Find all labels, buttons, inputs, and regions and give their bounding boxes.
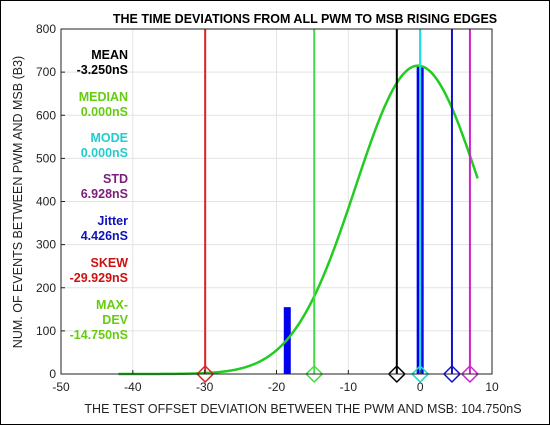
stat-value: -3.250nS: [76, 63, 128, 77]
stat-label: MEDIAN: [78, 90, 128, 104]
stat-std: STD 6.928nS: [56, 172, 128, 202]
x-tick-label: 10: [485, 380, 499, 394]
stat-value: 0.000nS: [80, 105, 128, 119]
x-tick-label: 0: [417, 380, 424, 394]
chart-title: THE TIME DEVIATIONS FROM ALL PWM TO MSB …: [113, 12, 497, 26]
stat-label: MODE: [90, 131, 129, 145]
stat-label: STD: [103, 172, 128, 186]
x-axis-label: THE TEST OFFSET DEVIATION BETWEEN THE PW…: [84, 402, 521, 416]
y-tick-label: 100: [36, 324, 56, 338]
stat-value: 0.000nS: [80, 146, 128, 160]
x-tick-label: -30: [196, 380, 214, 394]
bar-group: [283, 65, 424, 374]
stat-label: SKEW: [90, 256, 129, 270]
y-tick-label: 0: [49, 367, 56, 381]
y-tick-label: 600: [36, 108, 56, 122]
y-tick-label: 800: [36, 22, 56, 36]
marker-diamond-mean: [387, 364, 406, 384]
marker-lines: [196, 29, 479, 384]
marker-diamond-skew: [196, 364, 215, 384]
stat-label: DEV: [102, 313, 128, 327]
stat-skew: SKEW -29.929nS: [56, 256, 128, 286]
stat-label: MAX-: [96, 298, 128, 312]
marker-diamond-std: [460, 364, 479, 384]
stat-label: Jitter: [97, 214, 128, 228]
marker-diamond-mode: [411, 364, 430, 384]
stat-value: 6.928nS: [80, 187, 128, 201]
stat-maxdev: MAX- DEV -14.750nS: [56, 298, 128, 343]
x-tick-label: -40: [124, 380, 142, 394]
x-tick-label: -50: [52, 380, 70, 394]
fit-curve: [118, 64, 479, 376]
y-tick-label: 500: [36, 151, 56, 165]
y-tick-label: 400: [36, 195, 56, 209]
stat-mean: MEAN -3.250nS: [56, 48, 128, 78]
marker-diamond-jitter: [442, 364, 462, 384]
x-tick-label: -20: [268, 380, 286, 394]
stat-mode: MODE 0.000nS: [56, 131, 128, 161]
stat-value: -14.750nS: [69, 328, 128, 342]
stat-value: 4.426nS: [80, 229, 128, 243]
marker-diamond-max-dev: [305, 364, 324, 384]
stat-jitter: Jitter 4.426nS: [56, 214, 128, 244]
stat-median: MEDIAN 0.000nS: [56, 90, 128, 120]
y-axis-label: NUM. OF EVENTS BETWEEN PWM AND MSB (B3): [11, 56, 25, 348]
y-tick-label: 700: [36, 65, 56, 79]
y-tick-label: 300: [36, 238, 56, 252]
x-tick-label: -10: [340, 380, 358, 394]
x-tick-labels: -50 -40 -30 -20 -10 0 10: [52, 370, 499, 394]
y-tick-labels: 0 100 200 300 400 500 600 700 800: [36, 22, 65, 381]
y-tick-label: 200: [36, 281, 56, 295]
fit-curve-group: [118, 64, 479, 376]
stat-label: MEAN: [91, 48, 128, 62]
stat-value: -29.929nS: [69, 271, 128, 285]
